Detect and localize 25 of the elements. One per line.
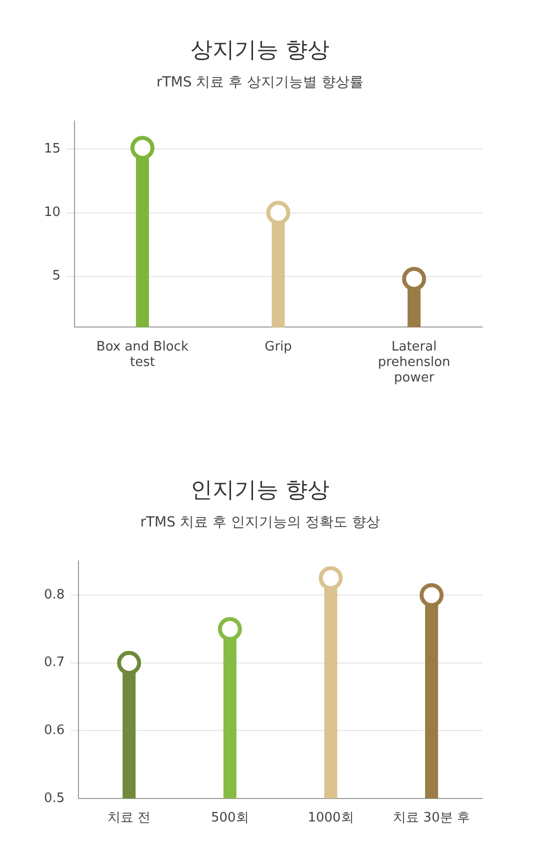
chart-title: 인지기능 향상: [190, 478, 330, 503]
y-tick-label: 10: [44, 205, 61, 220]
x-tick-label: Lateral prehenslon power: [378, 339, 450, 386]
x-tick-label: 치료 전: [108, 810, 151, 826]
y-tick-label: 15: [44, 142, 61, 157]
y-tick-label: 0.8: [44, 587, 65, 602]
x-tick-label: 500회: [211, 810, 249, 826]
chart-subtitle: rTMS 치료 후 인지기능의 정확도 향상: [140, 514, 380, 530]
x-tick-label: Grip: [264, 339, 292, 354]
x-tick-label: Box and Block test: [96, 339, 189, 370]
x-tick-label: 1000회: [308, 810, 354, 826]
y-tick-label: 0.6: [44, 723, 65, 738]
point: [130, 136, 154, 160]
point: [218, 616, 242, 641]
y-tick-label: 5: [52, 268, 61, 284]
point: [420, 583, 444, 608]
point: [318, 566, 343, 590]
y-tick-label: 0.5: [44, 790, 65, 806]
point: [117, 650, 142, 675]
chart-subtitle: rTMS 치료 후 상지기능별 향상률: [156, 74, 364, 90]
point: [402, 266, 426, 291]
chart-title: 상지기능 향상: [190, 38, 330, 63]
y-tick-label: 0.7: [44, 655, 65, 670]
point: [266, 200, 290, 225]
x-tick-label: 치료 30분 후: [393, 810, 470, 826]
